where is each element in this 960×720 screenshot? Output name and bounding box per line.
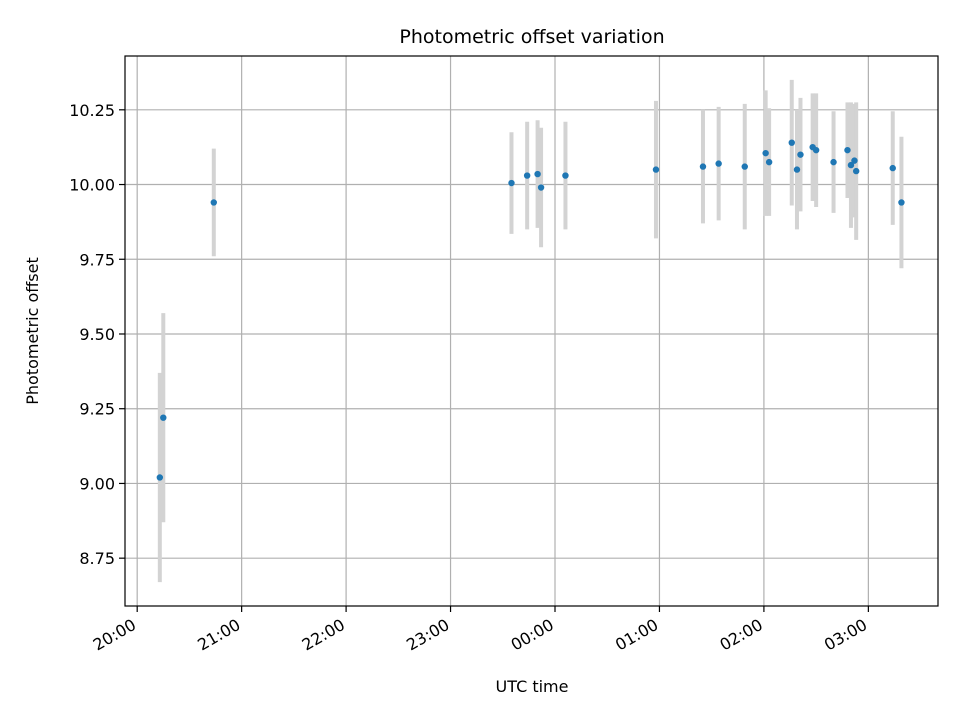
data-point <box>210 199 217 206</box>
data-point <box>889 164 896 172</box>
data-point <box>160 414 167 421</box>
data-point <box>699 163 707 170</box>
data-point <box>788 139 795 146</box>
y-axis-title: Photometric offset <box>23 257 42 405</box>
data-point <box>830 158 837 166</box>
y-tick-label: 9.50 <box>79 325 115 344</box>
plot-frame <box>124 55 939 607</box>
data-point <box>847 161 855 169</box>
y-tick-label: 9.75 <box>79 250 115 269</box>
data-point <box>812 146 820 154</box>
data-point <box>508 179 515 187</box>
data-point <box>762 149 769 157</box>
y-tick-label: 10.25 <box>69 101 115 120</box>
data-point <box>851 157 858 164</box>
y-tick-label: 8.75 <box>79 549 115 568</box>
data-point <box>844 146 851 154</box>
chart-title: Photometric offset variation <box>399 26 664 48</box>
data-point <box>715 160 722 167</box>
grid-layer <box>125 56 938 606</box>
data-point <box>741 163 748 170</box>
data-point <box>156 474 164 481</box>
y-tick-label: 9.25 <box>79 400 115 419</box>
data-point <box>652 166 660 173</box>
data-point <box>537 184 545 191</box>
data-point <box>898 199 905 206</box>
data-point <box>534 170 541 178</box>
x-axis-title: UTC time <box>496 677 569 696</box>
point-layer <box>156 139 905 481</box>
data-point <box>797 151 804 158</box>
data-point <box>562 172 569 179</box>
data-point <box>852 167 860 175</box>
data-point <box>793 166 801 173</box>
y-tick-label: 9.00 <box>79 474 115 493</box>
data-point <box>523 172 531 179</box>
y-tick-label: 10.00 <box>69 176 115 195</box>
data-point <box>765 158 773 166</box>
